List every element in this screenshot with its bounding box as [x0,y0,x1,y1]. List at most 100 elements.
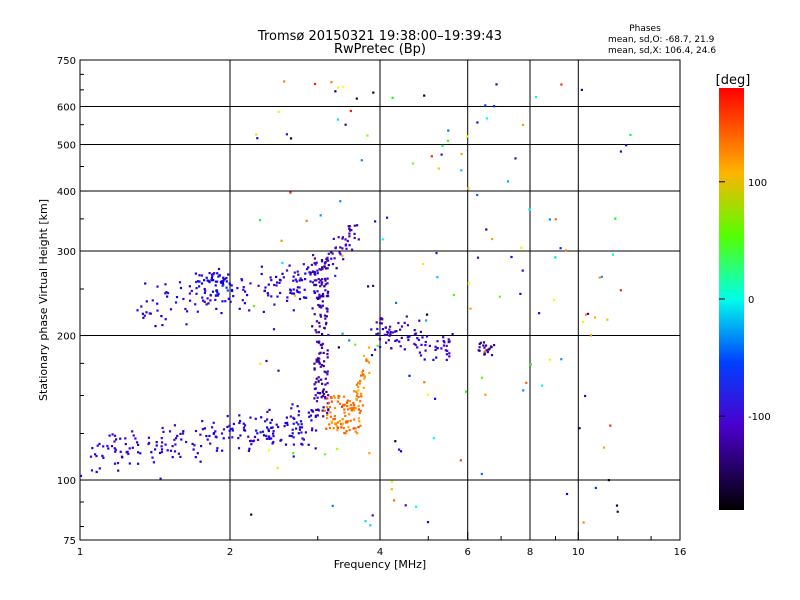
data-point [362,354,366,357]
data-point [346,401,349,404]
data-point [106,444,109,448]
data-point [440,347,443,350]
data-point [341,332,344,335]
data-point [190,289,193,292]
data-point [345,420,348,423]
data-point [201,428,204,431]
data-point [330,251,333,254]
data-point [291,292,294,295]
data-point [482,344,485,347]
data-point [264,286,267,289]
data-point [222,428,226,431]
data-point [272,328,276,331]
colorbar: [deg] 100 0 -100 [716,73,771,510]
data-point [255,429,258,432]
data-point [275,281,279,284]
data-point [266,426,269,429]
data-point [243,429,246,432]
data-point [238,414,241,417]
data-point [216,272,219,275]
data-point [310,429,314,432]
data-point [355,383,358,386]
data-point [276,466,279,470]
data-point [343,411,346,414]
data-point [166,449,169,452]
data-point [326,356,329,359]
data-point [483,351,486,355]
data-point [216,294,219,297]
data-point [222,283,225,286]
data-point [154,325,157,328]
data-point [625,144,628,147]
data-point [381,318,384,321]
data-point [250,439,253,442]
data-point [467,282,470,285]
data-point [344,432,347,435]
data-point [548,218,551,221]
data-point [108,434,111,437]
data-point [336,118,339,121]
data-point [611,253,614,256]
data-point [372,91,375,94]
data-point [603,446,606,449]
data-point [520,246,523,249]
data-point [298,286,301,289]
data-point [282,276,285,279]
data-point [338,251,341,254]
data-point [267,429,270,433]
data-point [316,414,319,417]
data-point [368,346,371,349]
data-point [181,432,185,435]
data-point [154,448,157,451]
data-point [285,133,288,136]
data-point [323,360,326,363]
data-point [440,153,443,156]
data-point [166,295,169,298]
data-point [353,418,356,421]
data-point [506,180,510,183]
data-point [341,237,344,240]
data-point [268,408,271,411]
data-point [263,289,266,292]
data-point [328,406,331,409]
data-point [317,331,321,334]
data-point [326,411,329,414]
data-point [292,292,296,295]
data-point [441,144,444,147]
data-point [403,321,406,324]
data-point [521,269,524,272]
data-point [317,341,320,344]
data-point [447,341,450,344]
data-point [244,424,247,427]
y-tick-label: 100 [57,476,76,487]
data-point [340,426,343,429]
data-point [385,333,389,336]
data-point [421,336,424,339]
data-point [289,191,292,194]
data-point [266,292,269,295]
data-point [337,236,340,239]
data-point [315,400,319,403]
data-point [375,333,378,336]
data-point [297,414,300,417]
data-point [174,301,178,304]
data-point [322,415,325,418]
data-point [231,429,234,432]
data-point [350,229,353,232]
data-point [528,208,531,211]
data-point [95,470,98,474]
data-point [215,449,218,452]
data-point [359,379,362,383]
data-point [337,396,340,400]
data-point [270,426,273,429]
data-point [549,358,552,361]
data-point [292,279,295,282]
data-point [292,422,295,425]
data-point [485,228,488,231]
data-point [327,408,330,411]
data-point [344,243,347,246]
data-point [312,270,315,274]
data-point [195,287,198,290]
data-point [348,229,352,232]
data-point [289,415,292,418]
